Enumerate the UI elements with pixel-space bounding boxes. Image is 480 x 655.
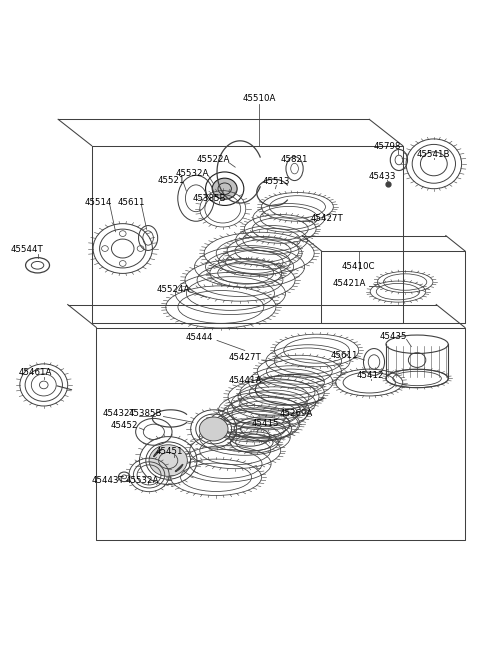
Polygon shape <box>175 464 183 472</box>
Text: 45514: 45514 <box>85 198 112 206</box>
Text: 45443T: 45443T <box>92 476 125 485</box>
Text: 45433: 45433 <box>369 172 396 181</box>
Text: 45521: 45521 <box>157 176 185 185</box>
Text: 45611: 45611 <box>331 351 358 360</box>
Text: 45544T: 45544T <box>11 246 43 254</box>
Text: 45427T: 45427T <box>228 352 261 362</box>
Text: 45510A: 45510A <box>242 94 276 103</box>
Text: 45611: 45611 <box>117 198 144 206</box>
Text: 45432T: 45432T <box>103 409 136 418</box>
Text: 45541B: 45541B <box>416 150 450 159</box>
Ellipse shape <box>212 178 237 199</box>
Text: 45421A: 45421A <box>333 279 366 288</box>
Text: 45798: 45798 <box>374 142 401 151</box>
Ellipse shape <box>149 445 187 476</box>
Text: 45821: 45821 <box>281 155 308 164</box>
Polygon shape <box>154 449 161 457</box>
Text: 45435: 45435 <box>379 331 407 341</box>
Text: 45385B: 45385B <box>192 194 226 203</box>
Text: 45532A: 45532A <box>176 169 209 178</box>
Text: 45524A: 45524A <box>156 285 190 293</box>
Text: 45513: 45513 <box>263 177 290 186</box>
Text: 45444: 45444 <box>186 333 213 341</box>
Text: 45412: 45412 <box>357 371 384 380</box>
Text: 45452: 45452 <box>110 421 138 430</box>
Text: 45385B: 45385B <box>129 409 162 418</box>
Text: 45441A: 45441A <box>228 376 262 384</box>
Text: 45415: 45415 <box>251 419 278 428</box>
Text: 45410C: 45410C <box>342 262 375 271</box>
Text: 45269A: 45269A <box>280 409 313 418</box>
Text: 45451: 45451 <box>156 447 183 457</box>
Text: 45532A: 45532A <box>125 476 158 485</box>
Text: 45461A: 45461A <box>18 368 52 377</box>
Text: 45427T: 45427T <box>311 214 344 223</box>
Ellipse shape <box>199 417 228 441</box>
Text: 45522A: 45522A <box>197 155 230 164</box>
